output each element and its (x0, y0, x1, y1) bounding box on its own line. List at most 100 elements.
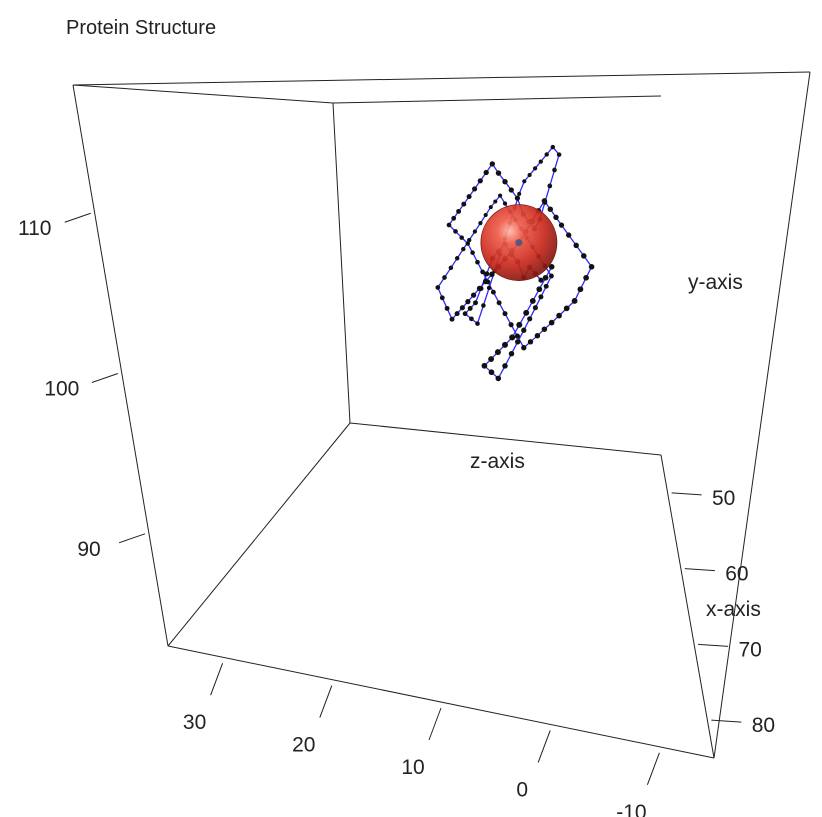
atom-point-78 (558, 222, 565, 228)
atom-point-62 (508, 322, 514, 328)
atom-point-25 (522, 179, 527, 184)
box-edge-9 (167, 422, 351, 647)
atom-point-29 (544, 152, 549, 157)
y-tick-label-20: 20 (292, 734, 315, 757)
atom-point-93 (465, 299, 471, 305)
atom-point-126 (508, 350, 515, 357)
atom-point-45 (477, 178, 483, 184)
atom-point-97 (444, 305, 450, 311)
y-tick-label-10: 10 (401, 756, 424, 779)
atom-point-53 (459, 235, 464, 240)
atom-point-133 (502, 341, 508, 348)
y-tick-label-30: 30 (183, 711, 206, 734)
atom-point-125 (515, 339, 521, 345)
trace-segment-31 (553, 154, 560, 171)
atom-point-140 (548, 264, 555, 270)
box-edge-3 (167, 645, 715, 759)
trace-segment-24 (518, 181, 525, 195)
trace-segment-16 (476, 305, 485, 324)
atom-point-39 (514, 195, 521, 201)
z-tick-100 (91, 373, 119, 383)
atom-point-80 (547, 206, 554, 212)
atom-point-132 (494, 349, 501, 356)
atom-point-110 (498, 193, 503, 198)
atom-point-18 (486, 285, 492, 291)
atom-point-77 (566, 232, 572, 238)
atom-point-51 (446, 222, 452, 228)
atom-point-111 (502, 201, 508, 206)
atom-point-129 (488, 369, 495, 376)
atom-point-95 (454, 311, 460, 317)
highlight-sphere (480, 204, 558, 282)
atom-point-63 (514, 333, 521, 339)
atom-point-32 (552, 167, 557, 173)
atom-point-101 (448, 265, 454, 271)
atom-point-100 (442, 275, 447, 280)
atom-point-127 (502, 363, 508, 369)
atom-point-134 (509, 334, 516, 341)
axis-tick-labels: -10 0 10 20 30 90 100 110 50 60 70 80 (18, 217, 775, 817)
x-tick-label-50: 50 (712, 487, 735, 510)
atom-point-69 (556, 312, 562, 319)
y-tick-10 (428, 707, 442, 741)
box-edge-6 (332, 102, 351, 424)
atom-point-10 (484, 271, 490, 277)
x-axis-label: x-axis (706, 598, 761, 621)
highlight-center-point (515, 239, 523, 247)
atom-point-61 (502, 311, 508, 317)
y-tick-label--10: -10 (616, 801, 646, 817)
atom-point-1 (538, 277, 544, 283)
x-tick-80 (711, 719, 742, 723)
box-edge-4 (72, 84, 169, 647)
chart-title: Protein Structure (66, 17, 216, 39)
atom-point-47 (466, 194, 472, 200)
box-edge-1 (72, 71, 811, 86)
z-tick-110 (64, 212, 91, 223)
atom-point-71 (571, 297, 578, 304)
atom-point-24 (517, 191, 522, 196)
atom-point-46 (472, 186, 478, 192)
atom-point-26 (527, 172, 532, 178)
atom-point-50 (451, 215, 457, 221)
z-tick-label-90: 90 (77, 538, 100, 561)
atom-point-90 (482, 278, 489, 285)
atom-point-136 (523, 309, 530, 316)
atom-point-12 (473, 300, 478, 306)
atom-point-99 (435, 285, 441, 290)
atom-point-124 (521, 327, 527, 333)
atom-point-74 (588, 264, 595, 270)
atom-point-40 (508, 187, 514, 193)
atom-point-49 (456, 208, 462, 214)
atom-point-42 (495, 170, 502, 176)
x-tick-60 (684, 568, 715, 572)
atom-point-44 (483, 169, 489, 176)
atom-point-17 (481, 303, 486, 308)
atom-point-30 (550, 144, 556, 150)
atom-point-89 (489, 271, 495, 278)
atom-point-48 (461, 201, 467, 207)
box-edge-2 (713, 71, 811, 759)
box-edge-8 (72, 84, 334, 104)
atom-point-76 (573, 242, 579, 249)
z-tick-label-100: 100 (44, 378, 79, 401)
trace-segment-17 (482, 287, 490, 306)
atom-point-31 (556, 152, 562, 157)
atom-point-102 (454, 256, 460, 261)
atom-point-54 (465, 241, 471, 246)
atom-point-120 (543, 283, 549, 289)
atom-point-137 (529, 297, 536, 304)
atom-point-98 (439, 295, 445, 301)
atom-point-103 (461, 246, 466, 252)
atom-point-56 (475, 259, 480, 265)
atom-point-43 (489, 161, 495, 167)
atom-point-106 (478, 221, 483, 226)
y-axis-label: y-axis (688, 271, 743, 294)
atom-point-130 (481, 362, 488, 369)
atom-point-67 (541, 326, 548, 332)
atom-point-68 (548, 319, 555, 326)
atom-point-104 (467, 237, 472, 243)
atom-point-131 (488, 356, 495, 363)
atom-point-73 (583, 274, 589, 281)
atom-point-57 (480, 269, 485, 275)
